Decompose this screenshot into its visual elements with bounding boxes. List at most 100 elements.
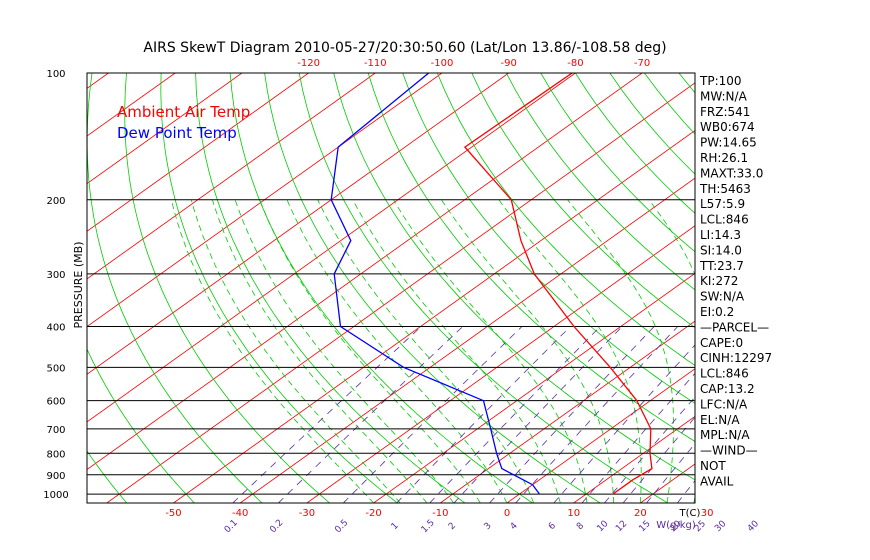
y-tick-label: 500 — [46, 363, 65, 374]
x-axis-unit-label: T(C) — [679, 508, 701, 519]
isotherm-line — [87, 73, 576, 423]
mixing-ratio-tick-label: 3 — [482, 521, 493, 532]
mixing-ratio-tick-label: 6 — [547, 521, 558, 532]
index-item: CAPE:0 — [700, 336, 743, 350]
dry-adiabat-line — [644, 73, 695, 135]
index-item: NOT — [700, 459, 726, 473]
index-item: EL:N/A — [700, 413, 740, 427]
index-item: LI:14.3 — [700, 228, 741, 242]
bottom-temperature-tick-label: -10 — [432, 508, 448, 519]
y-axis-label: PRESSURE (MB) — [72, 242, 85, 329]
dry-adiabat-line — [87, 450, 128, 503]
moist-adiabat-line — [234, 199, 454, 503]
y-tick-label: 100 — [46, 69, 65, 80]
moist-adiabat-line — [567, 199, 674, 503]
dry-adiabat-line — [124, 73, 330, 503]
y-tick-label: 400 — [46, 323, 65, 334]
y-tick-label: 700 — [46, 425, 65, 436]
index-item: MAXT:33.0 — [700, 166, 763, 180]
index-item: SI:14.0 — [700, 243, 742, 257]
isotherm-line — [774, 73, 870, 503]
index-item: WB0:674 — [700, 120, 755, 134]
dry-adiabat-line — [540, 73, 695, 253]
dry-adiabat-line — [471, 73, 695, 329]
index-item: TT:23.7 — [699, 259, 744, 273]
mixing-ratio-tick-label: 8 — [575, 521, 586, 532]
isotherm-line — [173, 130, 695, 503]
isotherm-line — [373, 272, 695, 503]
bottom-temperature-tick-label: 10 — [567, 508, 580, 519]
mixing-ratio-line — [396, 326, 571, 503]
top-temperature-tick-label: -120 — [297, 58, 320, 69]
y-tick-label: 1000 — [43, 490, 68, 501]
mixing-ratio-tick-label: 30 — [713, 519, 728, 534]
chart-title: AIRS SkewT Diagram 2010-05-27/20:30:50.6… — [143, 40, 666, 56]
isotherm-line — [0, 73, 42, 503]
index-item: CAP:13.2 — [700, 382, 755, 396]
top-temperature-tick-label: -100 — [431, 58, 454, 69]
mixing-ratio-line — [429, 326, 601, 503]
top-temperature-tick-label: -110 — [364, 58, 387, 69]
index-item: FRZ:541 — [700, 105, 750, 119]
dry-adiabat-line — [367, 73, 695, 442]
legend-dew-point-temp: Dew Point Temp — [117, 124, 237, 142]
index-item: CINH:12297 — [700, 351, 772, 365]
mixing-ratio-line — [581, 372, 695, 503]
index-item: L57:5.9 — [700, 197, 745, 211]
dewpoint-profile-line — [330, 73, 541, 495]
index-item: SW:N/A — [700, 290, 745, 304]
mixing-ratio-tick-label: 4 — [509, 521, 520, 532]
dry-adiabat-line — [87, 73, 263, 503]
index-item: RH:26.1 — [700, 151, 748, 165]
moist-adiabat-line — [352, 199, 561, 503]
bottom-temperature-tick-label: -30 — [299, 508, 315, 519]
top-temperature-tick-label: -70 — [634, 58, 650, 69]
isotherm-line — [106, 82, 695, 503]
index-item: —PARCEL— — [700, 320, 769, 334]
dry-adiabat-line — [402, 73, 695, 404]
bottom-temperature-tick-label: 30 — [701, 508, 714, 519]
mixing-ratio-line — [343, 326, 523, 503]
moist-adiabat-line — [498, 199, 642, 503]
chart-profiles — [330, 73, 653, 495]
mixing-ratio-tick-label: 0.2 — [268, 518, 285, 535]
mixing-ratio-tick-label: 12 — [614, 519, 629, 534]
dry-adiabat-line — [505, 73, 695, 291]
isotherm-line — [87, 73, 109, 89]
index-item: MPL:N/A — [700, 428, 750, 442]
mixing-ratio-tick-label: 1 — [390, 521, 401, 532]
mixing-ratio-line — [515, 326, 678, 503]
chart-background-grid — [0, 73, 870, 504]
index-item: TH:5463 — [699, 182, 751, 196]
index-item: PW:14.65 — [700, 136, 757, 150]
moist-adiabat-line — [317, 199, 535, 503]
mixing-ratio-tick-label: 0.1 — [223, 518, 240, 535]
mixing-ratio-tick-label: 10 — [595, 519, 610, 534]
bottom-temperature-tick-label: 0 — [504, 508, 510, 519]
mixing-ratio-tick-label: 1.5 — [420, 518, 437, 535]
bottom-temperature-tick-label: 20 — [634, 508, 647, 519]
isotherm-line — [87, 73, 243, 185]
dry-adiabat-line — [264, 73, 601, 503]
bottom-temperature-tick-label: -20 — [365, 508, 381, 519]
dry-adiabat-line — [783, 73, 870, 503]
legend-ambient-air-temp: Ambient Air Temp — [117, 103, 250, 121]
moist-adiabat-line — [190, 199, 401, 503]
dry-adiabat-line — [748, 73, 870, 503]
dry-adiabat-line — [298, 73, 669, 503]
bottom-temperature-tick-label: -40 — [232, 508, 248, 519]
isotherm-line — [506, 368, 695, 503]
moist-adiabat-line — [286, 199, 508, 503]
mixing-ratio-tick-label: 2 — [447, 521, 458, 532]
index-item: EI:0.2 — [700, 305, 734, 319]
mixing-ratio-tick-label: 0.5 — [333, 518, 350, 535]
isotherm-line — [440, 320, 695, 503]
index-item: LCL:846 — [700, 213, 749, 227]
index-item: LFC:N/A — [700, 397, 748, 411]
dry-adiabat-line — [852, 73, 870, 503]
mixing-ratio-line — [755, 327, 870, 504]
index-item: —WIND— — [700, 444, 758, 458]
dry-adiabat-line — [160, 73, 398, 503]
plot-frame — [86, 72, 696, 504]
